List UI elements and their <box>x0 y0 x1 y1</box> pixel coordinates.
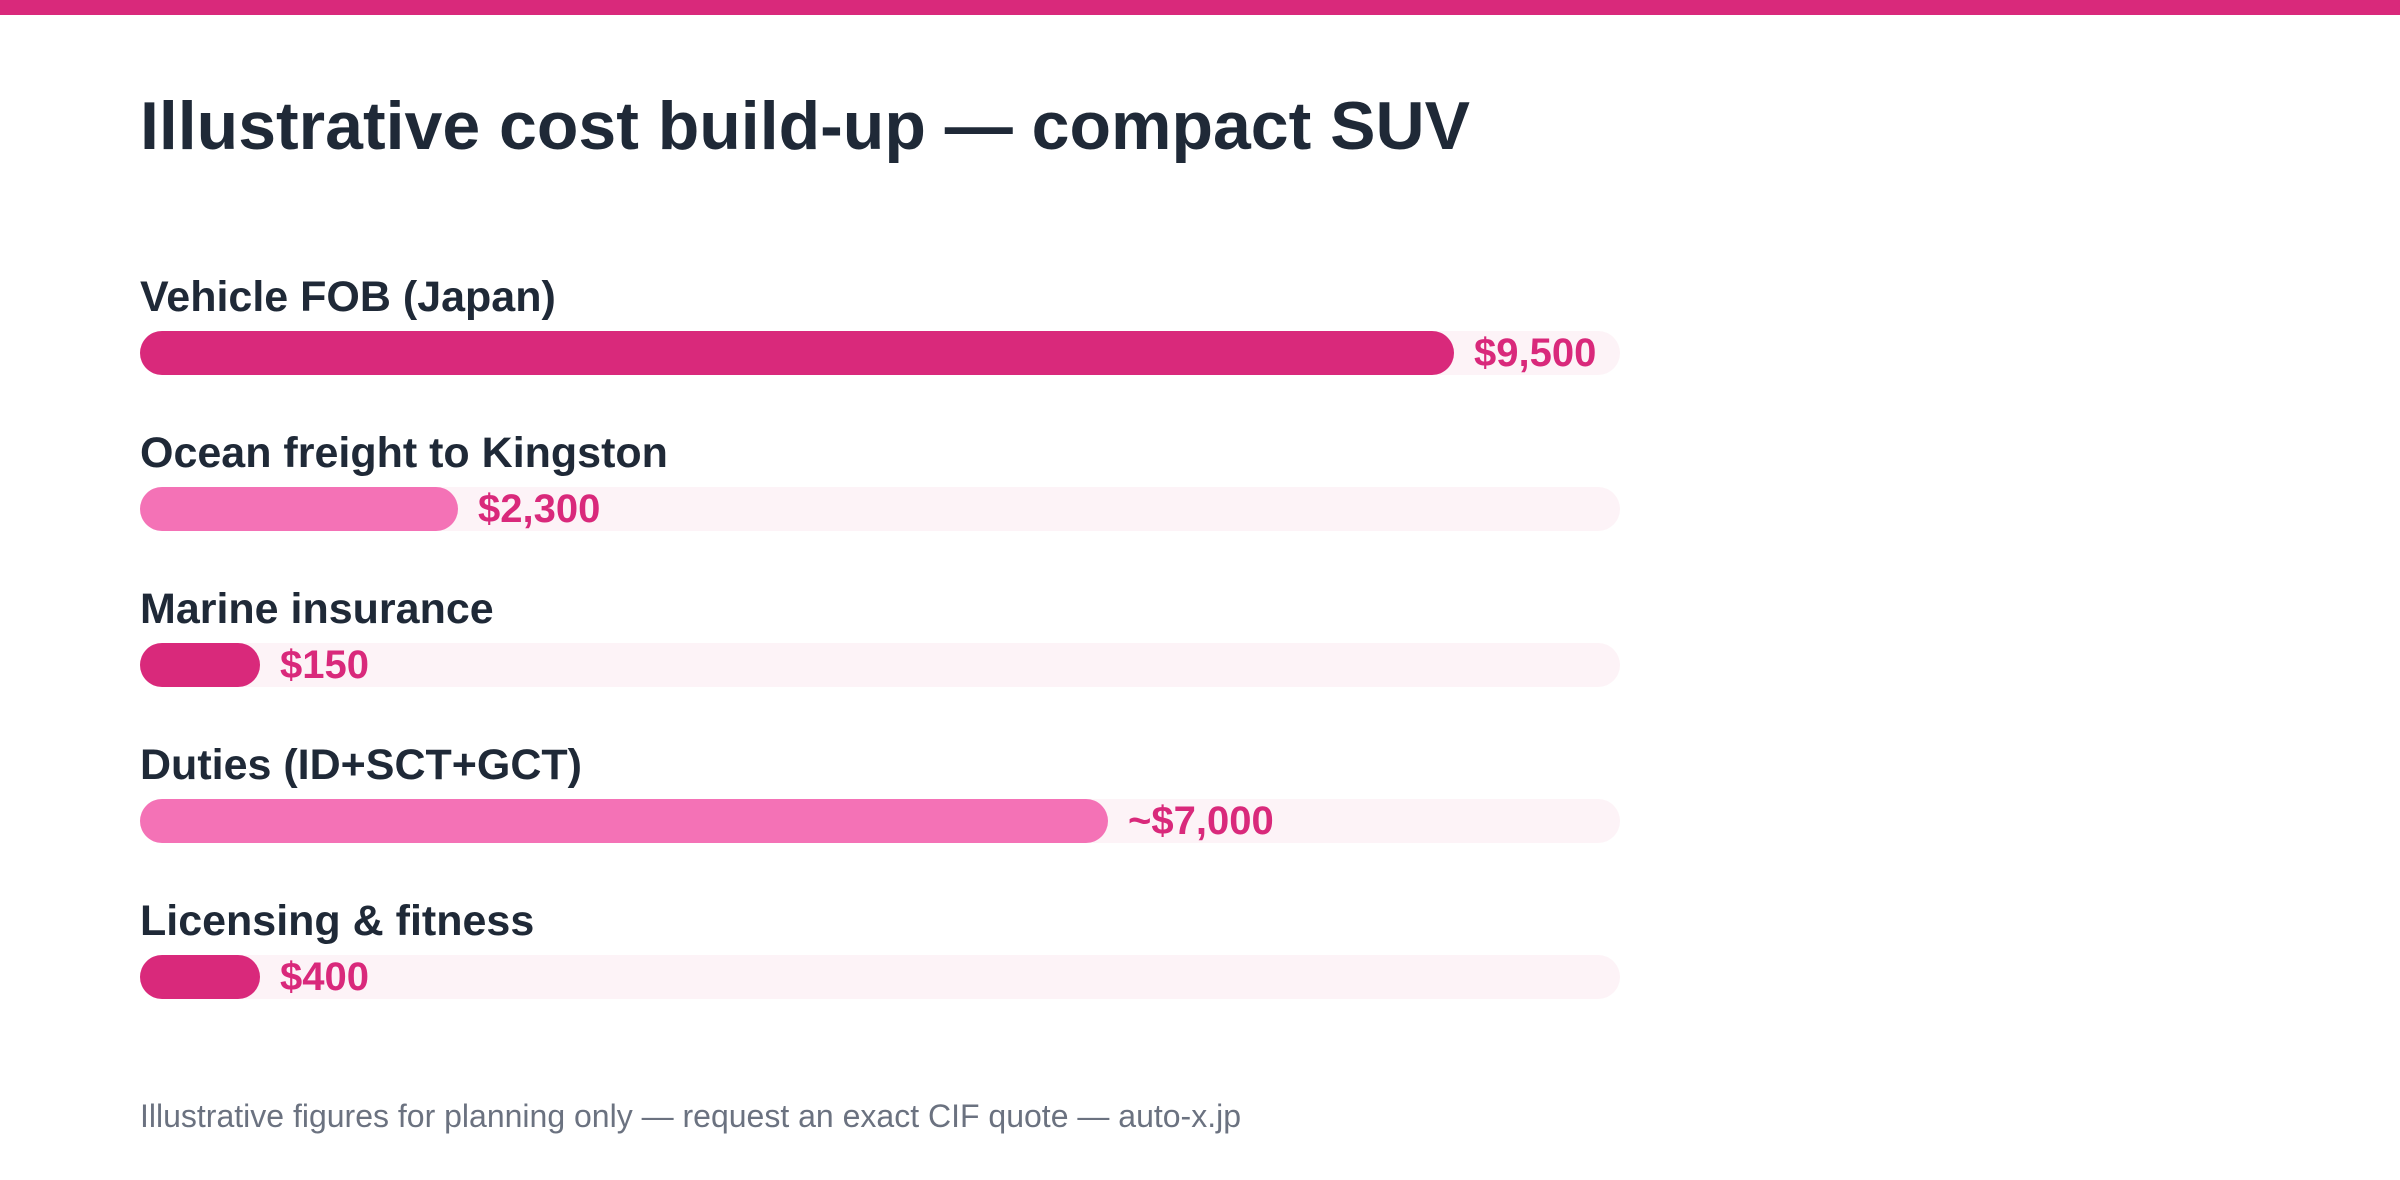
bar-row-marine-insurance: Marine insurance $150 <box>140 580 1620 736</box>
bar-category-label: Duties (ID+SCT+GCT) <box>140 741 582 789</box>
bar <box>140 643 260 687</box>
bar-chart: Vehicle FOB (Japan) $9,500 Ocean freight t… <box>140 268 1620 1048</box>
bar-value-label: ~$7,000 <box>1128 799 1274 843</box>
bar-track: ~$7,000 <box>140 799 1620 843</box>
bar-track: $150 <box>140 643 1620 687</box>
bar-row-licensing-fitness: Licensing & fitness $400 <box>140 892 1620 1048</box>
bar-value-label: $400 <box>280 955 369 999</box>
bar-row-ocean-freight: Ocean freight to Kingston $2,300 <box>140 424 1620 580</box>
footnote: Illustrative figures for planning only —… <box>140 1098 1241 1134</box>
bar-track: $2,300 <box>140 487 1620 531</box>
bar-category-label: Licensing & fitness <box>140 897 535 945</box>
bar <box>140 331 1454 375</box>
bar-category-label: Vehicle FOB (Japan) <box>140 273 556 321</box>
bar-track: $400 <box>140 955 1620 999</box>
bar-row-duties: Duties (ID+SCT+GCT) ~$7,000 <box>140 736 1620 892</box>
bar <box>140 955 260 999</box>
bar-category-label: Marine insurance <box>140 585 494 633</box>
bar-value-label: $150 <box>280 643 369 687</box>
bar-value-label: $9,500 <box>1474 331 1597 375</box>
bar <box>140 487 458 531</box>
bar-category-label: Ocean freight to Kingston <box>140 429 668 477</box>
top-accent-bar <box>0 0 2400 15</box>
bar-track: $9,500 <box>140 331 1620 375</box>
bar-value-label: $2,300 <box>478 487 601 531</box>
bar-row-vehicle-fob: Vehicle FOB (Japan) $9,500 <box>140 268 1620 424</box>
chart-title: Illustrative cost build-up — compact SUV <box>140 88 1470 164</box>
bar <box>140 799 1108 843</box>
